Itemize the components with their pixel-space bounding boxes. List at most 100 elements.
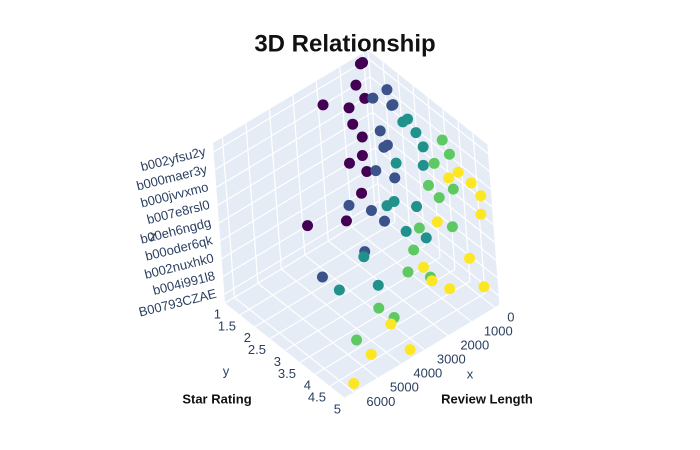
x-tick-label: 2000 — [460, 337, 489, 352]
point — [356, 187, 368, 199]
x-tick-label: 4000 — [413, 366, 442, 381]
point — [402, 266, 414, 278]
x-tick-label: 1000 — [484, 323, 513, 338]
point — [426, 275, 438, 287]
point — [344, 157, 355, 169]
grid-line — [217, 111, 373, 206]
y-tick-label: 1.5 — [218, 318, 236, 333]
point — [446, 221, 458, 233]
point — [365, 348, 377, 360]
point — [388, 195, 400, 207]
chart-title: 3D Relationship — [254, 30, 435, 57]
point — [402, 113, 414, 125]
point — [347, 118, 359, 130]
annotation: Review Length — [441, 391, 533, 406]
x-tick-label: 0 — [507, 309, 514, 324]
grid-line — [378, 200, 500, 297]
point — [389, 172, 401, 184]
point — [417, 141, 429, 153]
point — [340, 215, 352, 227]
point — [475, 190, 487, 202]
grid-line — [344, 304, 501, 399]
grid-line — [214, 76, 371, 171]
point — [351, 334, 363, 346]
point — [400, 225, 412, 237]
grid-line — [368, 58, 490, 155]
point — [436, 134, 448, 146]
grid-line — [269, 245, 426, 340]
point — [433, 192, 445, 204]
x-tick-label: 6000 — [366, 394, 395, 409]
point — [387, 99, 399, 111]
z-axis-title: z — [150, 228, 157, 243]
y-tick-label: 3 — [274, 354, 281, 369]
y-axis-title: y — [223, 363, 230, 378]
point — [418, 261, 430, 273]
grid-line — [239, 221, 396, 316]
point — [452, 166, 464, 178]
point — [348, 377, 360, 389]
y-tick-label: 1 — [214, 306, 221, 321]
point — [475, 208, 487, 220]
y-tick-label: 2.5 — [248, 342, 266, 357]
point — [357, 57, 369, 69]
point — [378, 141, 390, 153]
point — [385, 318, 397, 330]
y-tick-label: 3.5 — [278, 366, 296, 381]
point — [365, 204, 377, 216]
point — [428, 157, 440, 169]
point — [373, 302, 385, 314]
point — [447, 183, 459, 195]
point — [411, 201, 423, 213]
x-tick-label: 5000 — [390, 380, 419, 395]
point — [417, 159, 429, 171]
point — [358, 251, 370, 263]
grid-line — [218, 129, 375, 224]
point — [317, 99, 329, 111]
point — [356, 131, 368, 143]
point — [343, 102, 355, 114]
grid-line — [224, 209, 381, 304]
point — [359, 92, 371, 104]
point — [316, 271, 328, 283]
grid-line — [213, 58, 369, 153]
point — [444, 283, 456, 295]
point — [443, 148, 455, 160]
x-tick-label: 3000 — [437, 352, 466, 367]
grid-line — [373, 129, 495, 226]
point — [478, 281, 490, 293]
point — [379, 215, 391, 227]
point — [361, 165, 373, 177]
point — [422, 179, 434, 191]
grid-line — [221, 165, 377, 260]
y-tick-label: 2 — [244, 330, 251, 345]
x-axis-title: x — [467, 366, 474, 381]
grid-line — [224, 200, 380, 295]
point — [464, 252, 475, 264]
grid-line — [329, 292, 486, 387]
y-tick-label: 4.5 — [308, 390, 326, 405]
annotation: Star Rating — [182, 391, 251, 406]
point — [431, 216, 443, 228]
y-tick-label: 4 — [304, 378, 311, 393]
point — [413, 222, 425, 234]
point — [370, 165, 382, 177]
point — [374, 125, 386, 137]
grid-line — [222, 182, 379, 277]
grid-line — [284, 256, 441, 352]
point — [408, 244, 420, 256]
point — [343, 199, 355, 211]
y-tick-label: 5 — [334, 401, 341, 416]
point — [333, 284, 345, 296]
point — [350, 79, 362, 91]
grid-line — [254, 233, 411, 328]
point — [372, 279, 384, 291]
point — [367, 92, 379, 104]
point — [302, 220, 314, 232]
point — [410, 127, 422, 139]
point — [390, 157, 402, 169]
point — [465, 177, 477, 189]
point — [381, 84, 393, 96]
point — [420, 232, 432, 244]
point — [404, 344, 416, 356]
